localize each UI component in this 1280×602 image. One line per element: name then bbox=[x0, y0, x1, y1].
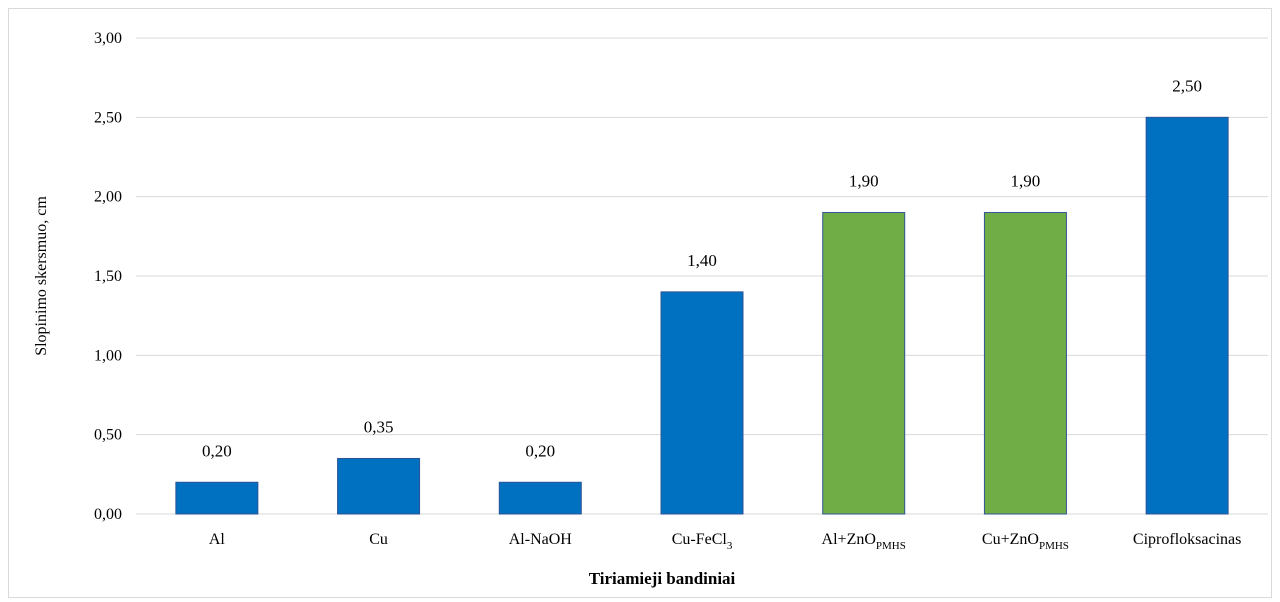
x-axis-ticks: Al Cu Al-NaOH Cu-FeCl3 Al+ZnOPMHS Cu+ZnOPMHS C… bbox=[209, 531, 1241, 552]
x-tick-subscript: PMHS bbox=[1039, 540, 1069, 552]
data-label: 0,35 bbox=[364, 417, 394, 436]
x-tick-label: Cu-FeCl3 bbox=[672, 531, 733, 552]
bars bbox=[175, 116, 1229, 515]
y-tick-label: 3,00 bbox=[94, 30, 122, 47]
data-label: 0,20 bbox=[525, 441, 555, 460]
x-tick-main: Al+ZnO bbox=[822, 531, 876, 548]
y-tick-label: 2,00 bbox=[94, 189, 122, 206]
x-tick-label: Cu bbox=[369, 531, 388, 548]
y-tick-label: 0,50 bbox=[94, 427, 122, 444]
x-tick-label: Cu+ZnOPMHS bbox=[982, 531, 1069, 552]
x-tick-main: Cu bbox=[369, 531, 388, 548]
bar bbox=[983, 212, 1067, 515]
data-label: 0,20 bbox=[202, 441, 232, 460]
x-tick-main: Ciprofloksacinas bbox=[1133, 531, 1241, 548]
data-label: 2,50 bbox=[1172, 76, 1202, 95]
x-tick-main: Cu+ZnO bbox=[982, 531, 1039, 548]
x-tick-label: Al+ZnOPMHS bbox=[822, 531, 906, 552]
y-tick-label: 0,00 bbox=[94, 506, 122, 523]
x-tick-main: Cu-FeCl bbox=[672, 531, 728, 548]
bar bbox=[498, 481, 582, 515]
data-label: 1,90 bbox=[849, 172, 879, 191]
data-labels: 0,20 0,35 0,20 1,40 1,90 1,90 2,50 bbox=[202, 76, 1202, 460]
x-tick-label: Ciprofloksacinas bbox=[1133, 531, 1241, 548]
bar bbox=[175, 481, 259, 515]
x-axis-title: Tiriamieji bandiniai bbox=[589, 569, 736, 588]
x-tick-subscript: 3 bbox=[727, 540, 733, 552]
data-label: 1,90 bbox=[1011, 172, 1041, 191]
y-tick-label: 2,50 bbox=[94, 109, 122, 126]
x-tick-main: Al-NaOH bbox=[509, 531, 573, 548]
x-tick-label: Al-NaOH bbox=[509, 531, 573, 548]
y-axis-title: Slopinimo skersmuo, cm bbox=[33, 196, 50, 356]
x-tick-subscript: PMHS bbox=[876, 540, 906, 552]
y-axis-ticks: 0,00 0,50 1,00 1,50 2,00 2,50 3,00 bbox=[94, 30, 122, 523]
bar bbox=[660, 291, 744, 515]
data-label: 1,40 bbox=[687, 251, 717, 270]
x-tick-main: Al bbox=[209, 531, 226, 548]
bar bbox=[337, 457, 421, 515]
bar bbox=[822, 212, 906, 515]
gridlines bbox=[136, 37, 1268, 515]
x-tick-label: Al bbox=[209, 531, 226, 548]
bar bbox=[1145, 116, 1229, 515]
y-tick-label: 1,50 bbox=[94, 268, 122, 285]
y-tick-label: 1,00 bbox=[94, 347, 122, 364]
